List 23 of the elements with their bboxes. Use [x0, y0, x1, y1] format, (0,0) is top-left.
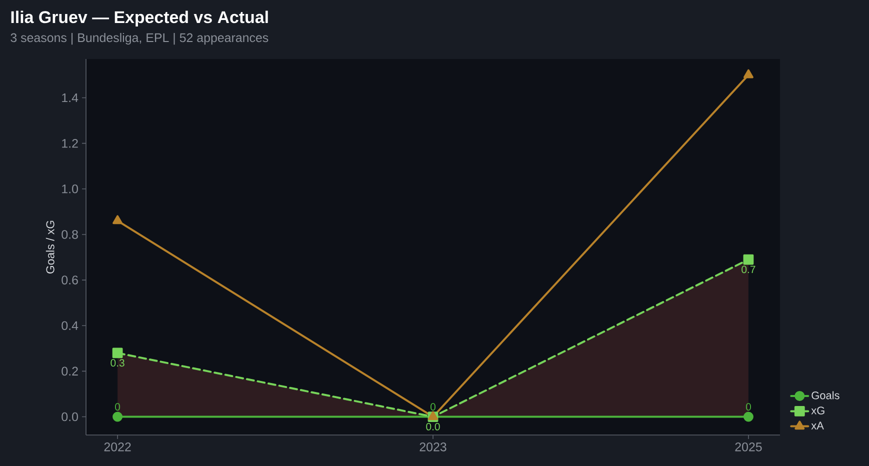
data-label: 0.3	[110, 359, 124, 367]
x-tick-label: 2022	[104, 442, 131, 452]
data-label: 0.7	[742, 266, 756, 274]
y-tick-label: 0.8	[62, 230, 78, 239]
y-tick-label: 1.0	[62, 184, 78, 194]
chart-subtitle: 3 seasons | Bundesliga, EPL | 52 appearances	[10, 32, 268, 45]
data-label: 0	[115, 403, 120, 411]
x-tick-label: 2025	[735, 442, 762, 452]
data-label: 0	[746, 403, 751, 411]
y-tick-label: 0.2	[62, 366, 78, 376]
y-tick-label: 1.4	[62, 93, 78, 102]
chart-title: Ilia Gruev — Expected vs Actual	[11, 10, 268, 27]
data-label: 0	[430, 403, 436, 411]
legend-label: Goals	[812, 391, 840, 400]
legend-label: xG	[811, 406, 824, 414]
y-tick-label: 0.6	[62, 276, 78, 284]
y-tick-label: 1.2	[62, 138, 78, 148]
x-tick-label: 2023	[420, 442, 446, 452]
y-tick-label: 0.0	[62, 412, 78, 422]
y-tick-label: 0.4	[62, 321, 78, 330]
y-axis-title: Goals / xG	[46, 220, 54, 274]
data-label: 0.0	[426, 422, 440, 430]
legend-label: xA	[811, 422, 824, 430]
